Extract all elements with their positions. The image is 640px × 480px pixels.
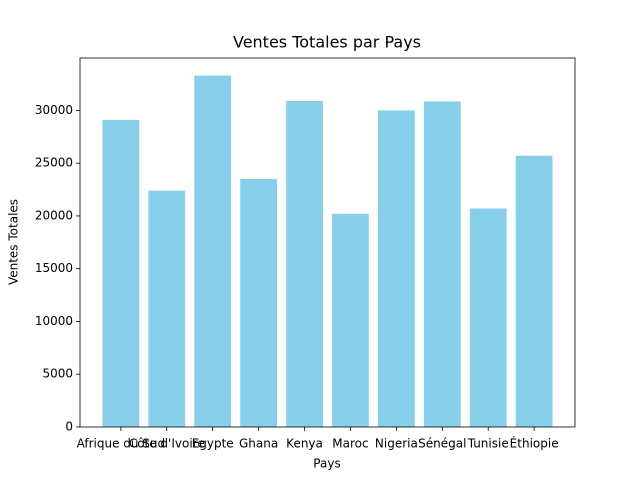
x-tick-label: Kenya [286, 437, 323, 451]
y-tick-label: 30000 [35, 103, 73, 117]
x-tick-label: Nigeria [375, 437, 418, 451]
x-axis-label: Pays [313, 457, 340, 471]
x-tick-label: Afrique du Sud [77, 437, 166, 451]
y-tick-label: 10000 [35, 314, 73, 328]
y-tick-label: 0 [65, 420, 73, 434]
bar [469, 208, 507, 427]
x-tick-label: Maroc [332, 437, 368, 451]
bar [102, 119, 140, 427]
y-tick-label: 5000 [42, 367, 73, 381]
y-tick-label: 15000 [35, 261, 73, 275]
bar [194, 75, 232, 428]
x-tick-label: Ghana [239, 437, 278, 451]
x-tick-label: Côte d'Ivoire [129, 437, 205, 451]
chart-title: Ventes Totales par Pays [233, 33, 421, 52]
y-tick-label: 20000 [35, 208, 73, 222]
plot-frame [79, 57, 576, 428]
bar [286, 100, 323, 428]
x-tick-label: Sénégal [418, 437, 466, 451]
x-tick-label: Tunisie [467, 437, 509, 451]
bar [332, 213, 369, 427]
y-axis-label: Ventes Totales [7, 199, 21, 285]
bar [423, 101, 461, 428]
y-tick-label: 25000 [35, 156, 73, 170]
bar [240, 178, 277, 427]
x-tick-label: Egypte [192, 437, 234, 451]
bar [148, 190, 186, 427]
bar [515, 155, 553, 427]
bar [378, 110, 415, 428]
x-tick-label: Éthiopie [510, 436, 559, 451]
